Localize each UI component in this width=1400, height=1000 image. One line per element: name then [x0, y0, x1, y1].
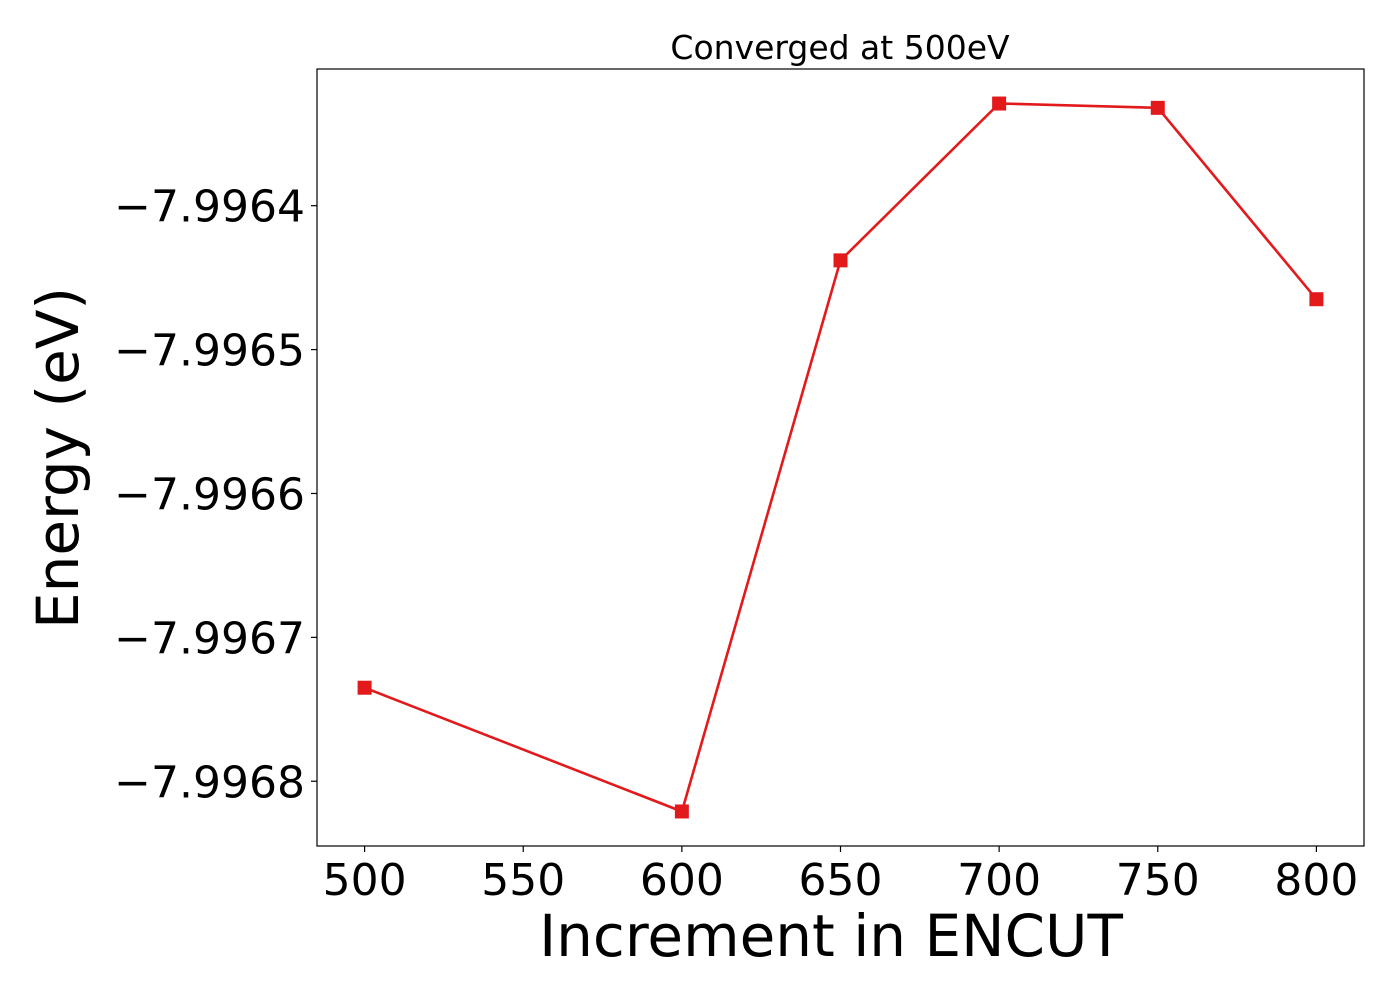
x-tick-label: 650 — [799, 855, 883, 906]
plot-area-frame — [316, 68, 1365, 847]
x-tick-label: 750 — [1116, 855, 1200, 906]
y-axis-label: Energy (eV) — [24, 287, 92, 629]
y-tick-label: −7.9967 — [114, 613, 305, 664]
y-tick-label: −7.9968 — [114, 757, 305, 808]
data-point-marker — [357, 680, 372, 695]
data-point-marker — [992, 96, 1007, 111]
data-point-marker — [833, 253, 848, 268]
x-tick-label: 500 — [323, 855, 407, 906]
x-tick-label: 600 — [640, 855, 724, 906]
y-tick-label: −7.9966 — [114, 469, 305, 520]
series-layer — [357, 96, 1324, 819]
data-point-marker — [1150, 100, 1165, 115]
x-tick-label: 800 — [1274, 855, 1358, 906]
x-tick-label: 550 — [481, 855, 565, 906]
x-tick-label: 700 — [957, 855, 1041, 906]
y-ticks: −7.9968 −7.9967 −7.9966 −7.9965 −7.9964 — [114, 182, 317, 808]
data-point-marker — [1309, 292, 1324, 307]
series-line — [364, 102, 1318, 813]
y-tick-label: −7.9964 — [114, 182, 305, 233]
x-ticks: 500 550 600 650 700 750 800 — [323, 846, 1358, 906]
x-axis-label: Increment in ENCUT — [539, 902, 1123, 970]
y-tick-label: −7.9965 — [114, 326, 305, 377]
chart-title: Converged at 500eV — [670, 28, 1010, 67]
data-point-marker — [674, 804, 689, 819]
